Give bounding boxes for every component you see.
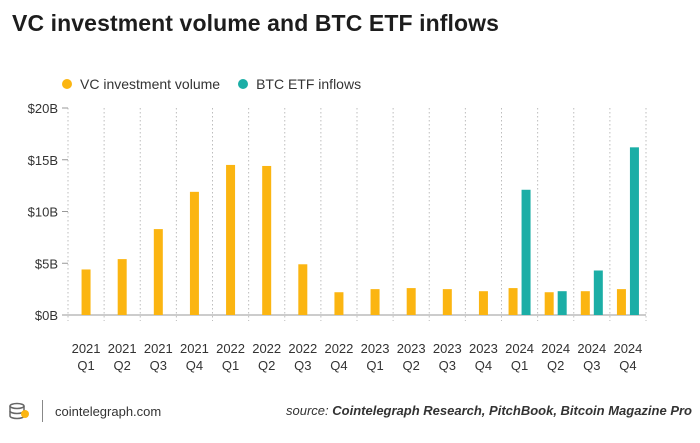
x-tick-quarter: Q3	[150, 358, 167, 373]
site-link[interactable]: cointelegraph.com	[55, 404, 162, 419]
bar-vc-2024-q4	[616, 289, 626, 315]
x-tick-quarter: Q3	[294, 358, 311, 373]
x-tick-quarter: Q1	[77, 358, 94, 373]
x-tick-quarter: Q2	[114, 358, 131, 373]
footer: cointelegraph.com source: Cointelegraph …	[0, 392, 700, 432]
bar-chart: $0B $5B $10B $15B $20B 2021 Q1 2021 Q2 2021 Q3 2021…	[28, 101, 647, 373]
bar-etf-2024-q3	[593, 270, 603, 315]
legend-label-vc: VC investment volume	[80, 76, 221, 92]
legend-item-vc: VC investment volume	[62, 76, 220, 92]
bar-vc-2021-q2	[117, 259, 127, 315]
legend-swatch-etf	[238, 79, 249, 89]
x-tick-year: 2022	[324, 341, 353, 356]
legend-item-etf: BTC ETF inflows	[238, 76, 361, 92]
bar-etf-2024-q4	[629, 147, 639, 315]
source-prefix: source:	[286, 403, 329, 418]
bar-vc-2022-q2	[262, 165, 272, 315]
footer-divider	[42, 400, 43, 422]
bar-vc-2021-q3	[153, 229, 163, 315]
x-tick-quarter: Q2	[547, 358, 564, 373]
bar-vc-2021-q1	[81, 269, 91, 315]
bar-vc-2022-q3	[298, 264, 308, 315]
bar-etf-2024-q2	[557, 291, 567, 315]
x-tick-quarter: Q4	[186, 358, 203, 373]
y-tick-label: $20B	[28, 101, 58, 116]
legend-swatch-vc	[62, 79, 72, 89]
bar-vc-2022-q4	[334, 292, 344, 315]
x-tick-year: 2024	[541, 341, 570, 356]
bar-vc-2021-q4	[189, 191, 199, 315]
x-tick-year: 2024	[577, 341, 606, 356]
chart-legend: VC investment volume BTC ETF inflows	[62, 76, 379, 92]
x-tick-year: 2022	[216, 341, 245, 356]
bar-vc-2024-q2	[544, 292, 554, 315]
bar-vc-2023-q4	[478, 291, 488, 315]
x-tick-quarter: Q1	[511, 358, 528, 373]
legend-label-etf: BTC ETF inflows	[256, 76, 362, 92]
y-tick-label: $0B	[35, 308, 58, 323]
x-tick-year: 2023	[361, 341, 390, 356]
x-tick-year: 2022	[252, 341, 281, 356]
bar-vc-2023-q2	[406, 288, 416, 315]
source-credit: source: Cointelegraph Research, PitchBoo…	[286, 403, 692, 418]
cointelegraph-logo-icon	[9, 402, 29, 420]
y-tick-label: $15B	[28, 153, 58, 168]
x-tick-quarter: Q3	[439, 358, 456, 373]
x-tick-year: 2021	[144, 341, 173, 356]
x-tick-year: 2021	[108, 341, 137, 356]
x-tick-quarter: Q1	[222, 358, 239, 373]
x-tick-year: 2024	[613, 341, 642, 356]
bar-vc-2023-q3	[442, 289, 452, 315]
x-tick-quarter: Q3	[583, 358, 600, 373]
x-tick-quarter: Q2	[258, 358, 275, 373]
x-tick-quarter: Q1	[366, 358, 383, 373]
bar-vc-2022-q1	[226, 164, 236, 315]
x-tick-year: 2023	[397, 341, 426, 356]
x-tick-quarter: Q4	[619, 358, 636, 373]
x-tick-quarter: Q4	[475, 358, 492, 373]
y-tick-label: $10B	[28, 205, 58, 220]
x-tick-quarter: Q4	[330, 358, 347, 373]
x-tick-year: 2021	[180, 341, 209, 356]
x-tick-year: 2023	[433, 341, 462, 356]
x-tick-year: 2021	[72, 341, 101, 356]
bar-vc-2024-q1	[508, 288, 518, 315]
bar-etf-2024-q1	[521, 189, 531, 315]
bar-vc-2023-q1	[370, 289, 380, 315]
x-tick-quarter: Q2	[403, 358, 420, 373]
x-tick-year: 2024	[505, 341, 534, 356]
source-text: Cointelegraph Research, PitchBook, Bitco…	[332, 403, 692, 418]
bar-vc-2024-q3	[580, 291, 590, 315]
chart-title: VC investment volume and BTC ETF inflows	[12, 10, 500, 36]
x-tick-year: 2022	[288, 341, 317, 356]
y-tick-label: $5B	[35, 256, 58, 271]
x-tick-year: 2023	[469, 341, 498, 356]
